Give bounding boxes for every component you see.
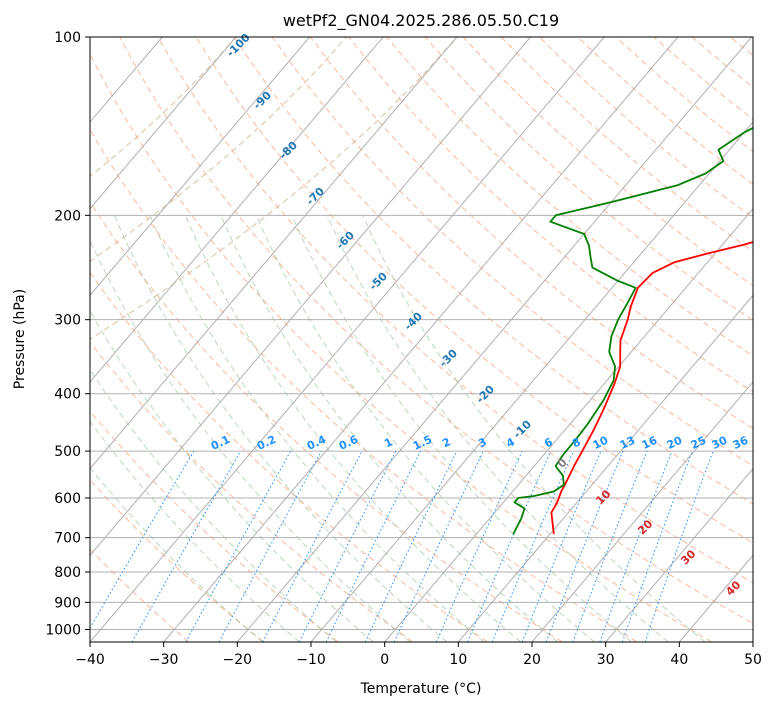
dry-adiabat-line — [157, 37, 753, 584]
x-tick-label: 20 — [523, 652, 541, 668]
y-tick-label: 100 — [54, 30, 81, 46]
mixing-ratio-line — [621, 450, 693, 642]
moist-adiabat-line — [326, 215, 669, 642]
isotherm-grid-line — [90, 37, 237, 210]
dry-adiabat-line — [90, 271, 488, 642]
mixing-ratio-line — [325, 450, 422, 642]
isotherm-grid-line — [605, 467, 753, 642]
isotherm-grid-line — [531, 381, 753, 642]
dry-adiabat-line — [90, 201, 563, 642]
dry-adiabat-line — [90, 548, 190, 642]
dry-adiabat-line — [90, 128, 638, 642]
y-tick-label: 900 — [54, 595, 81, 611]
mixing-ratio-label: 30 — [710, 434, 730, 452]
y-tick-label: 800 — [54, 565, 81, 581]
isotherm-grid-line — [90, 37, 458, 470]
dry-adiabat-line — [119, 37, 753, 624]
isotherm-grid-line — [310, 121, 753, 642]
mixing-ratio-line — [491, 450, 574, 642]
grid-lines — [90, 37, 753, 642]
x-tick-label: 30 — [597, 652, 615, 668]
x-tick-label: −40 — [75, 652, 105, 668]
dry-adiabat-line — [348, 37, 753, 393]
dewpoint-profile-line — [512, 126, 753, 535]
mixing-ratio-line — [218, 450, 322, 642]
mixing-ratio-line — [599, 450, 673, 642]
mixing-ratio-lines — [90, 450, 714, 642]
x-axis-label: Temperature (°C) — [360, 681, 482, 697]
mixing-ratio-line — [435, 450, 523, 642]
mixing-ratio-line — [572, 450, 648, 642]
mixing-ratio-label: 10 — [591, 434, 611, 452]
isotherm-grid-line — [90, 37, 384, 383]
moist-adiabat-line — [90, 309, 374, 642]
isotherm-grid-line — [236, 37, 752, 642]
x-tick-label: 40 — [670, 652, 688, 668]
moist-adiabat-line — [255, 215, 595, 642]
moist-adiabat-line — [90, 368, 337, 642]
dry-adiabat-line — [90, 479, 264, 642]
mixing-ratio-label: 20 — [665, 434, 685, 452]
moist-adiabat-line — [149, 215, 485, 642]
moist-adiabat-line — [90, 420, 300, 642]
dry-adiabat-line — [271, 37, 753, 467]
moist-adiabat-line — [220, 215, 559, 642]
moist-adiabat-line — [90, 239, 411, 642]
x-tick-label: −30 — [149, 652, 179, 668]
x-tick-label: 0 — [380, 652, 389, 668]
x-tick-label: −20 — [223, 652, 253, 668]
mixing-ratio-label: 16 — [640, 434, 660, 452]
x-tick-label: −10 — [296, 652, 326, 668]
moist-adiabat-line — [291, 215, 632, 642]
y-tick-label: 600 — [54, 491, 81, 507]
isotherm-grid-line — [384, 207, 753, 642]
isotherm-grid-line — [90, 37, 605, 642]
y-tick-label: 300 — [54, 313, 81, 329]
mixing-ratio-line — [521, 450, 602, 642]
x-tick-label: 10 — [449, 652, 467, 668]
temperature-profile-line — [550, 241, 753, 535]
chart-title: wetPf2_GN04.2025.286.05.50.C19 — [283, 11, 559, 31]
mixing-ratio-line — [644, 450, 714, 642]
moist-adiabat-line — [184, 215, 522, 642]
moist-adiabat-line — [90, 467, 263, 642]
y-tick-label: 1000 — [45, 622, 81, 638]
dry-adiabat-line — [310, 37, 753, 430]
mixing-ratio-line — [298, 450, 397, 642]
mixing-ratio-line — [185, 450, 292, 642]
y-tick-label: 200 — [54, 208, 81, 224]
mixing-ratio-label: 25 — [689, 434, 708, 452]
mixing-ratio-line — [467, 450, 552, 642]
profile-series — [512, 126, 753, 535]
isotherm-grid-line — [90, 37, 310, 297]
y-tick-label: 500 — [54, 444, 81, 460]
isotherm-grid-line — [457, 294, 753, 642]
isotherm-grid-line — [90, 37, 531, 557]
y-tick-label: 700 — [54, 531, 81, 547]
dry-adiabat-line — [462, 37, 753, 287]
background-lines — [90, 37, 753, 642]
y-axis-label: Pressure (hPa) — [12, 289, 28, 389]
mixing-ratio-label: 36 — [731, 434, 751, 452]
x-tick-label: 50 — [744, 652, 762, 668]
y-tick-label: 400 — [54, 387, 81, 403]
axis-ticks: −40 −30 −20 −10 0 10 20 30 40 50 100 200 300 400 500 60… — [45, 30, 762, 668]
moist-adiabat-line — [113, 215, 448, 642]
isotherm-grid-line — [163, 37, 679, 642]
dry-adiabat-line — [233, 37, 753, 505]
dry-adiabat-line — [90, 341, 414, 642]
mixing-ratio-line — [545, 450, 624, 642]
plot-frame — [89, 36, 754, 643]
moist-adiabat-line — [362, 215, 706, 642]
mixing-ratio-label: 13 — [618, 434, 637, 452]
